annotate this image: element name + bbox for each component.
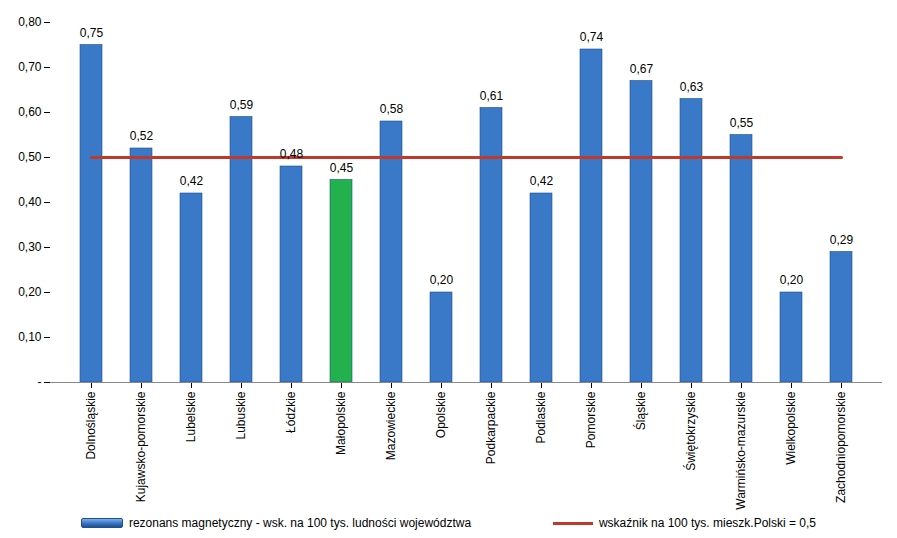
svg-text:0,30: 0,30 [18, 240, 42, 254]
html-text:wskaźnik na 100 tys. mieszk.Po: wskaźnik na 100 tys. mieszk.Polski = 0,5 [599, 516, 816, 530]
svg-text:0,52: 0,52 [130, 129, 154, 143]
svg-text:0,29: 0,29 [830, 233, 854, 247]
svg-text:0,70: 0,70 [18, 60, 42, 74]
svg-text:0,63: 0,63 [680, 80, 704, 94]
svg-text:Lubuskie: Lubuskie [234, 391, 248, 439]
svg-text:Lubelskie: Lubelskie [184, 391, 198, 442]
svg-text:0,20: 0,20 [18, 285, 42, 299]
svg-text:0,75: 0,75 [80, 26, 104, 40]
svg-text:Opolskie: Opolskie [434, 391, 448, 438]
svg-text:0,45: 0,45 [330, 161, 354, 175]
svg-text:Małopolskie: Małopolskie [334, 391, 348, 455]
svg-text:0,59: 0,59 [230, 98, 254, 112]
svg-text:0,42: 0,42 [180, 174, 204, 188]
svg-text:Świętokrzyskie: Świętokrzyskie [683, 391, 698, 471]
svg-text:Łódzkie: Łódzkie [284, 391, 298, 433]
svg-text:0,20: 0,20 [780, 273, 804, 287]
svg-text:Pomorskie: Pomorskie [584, 391, 598, 448]
svg-text:0,58: 0,58 [380, 102, 404, 116]
svg-text:0,67: 0,67 [630, 62, 654, 76]
svg-text:0,74: 0,74 [580, 30, 604, 44]
svg-text:0,60: 0,60 [18, 105, 42, 119]
svg-text:Kujawsko-pomorskie: Kujawsko-pomorskie [134, 391, 148, 502]
svg-text:Zachodniopomorskie: Zachodniopomorskie [834, 391, 848, 503]
svg-text:Warmińsko-mazurskie: Warmińsko-mazurskie [734, 391, 748, 510]
svg-text:Śląskie: Śląskie [633, 391, 648, 430]
svg-text:Mazowieckie: Mazowieckie [384, 391, 398, 460]
svg-text:0,48: 0,48 [280, 147, 304, 161]
svg-text:0,61: 0,61 [480, 89, 504, 103]
svg-text:0,50: 0,50 [18, 150, 42, 164]
svg-text:0,10: 0,10 [18, 330, 42, 344]
svg-text:Wielkopolskie: Wielkopolskie [784, 391, 798, 465]
svg-text:0,80: 0,80 [18, 15, 42, 29]
svg-text:0,20: 0,20 [430, 273, 454, 287]
svg-text:-: - [38, 375, 42, 389]
svg-text:Podlaskie: Podlaskie [534, 391, 548, 443]
svg-text:0,40: 0,40 [18, 195, 42, 209]
svg-text:Dolnośląskie: Dolnośląskie [84, 391, 98, 459]
html-text:rezonans magnetyczny - wsk. na: rezonans magnetyczny - wsk. na 100 tys. … [128, 516, 472, 530]
svg-text:0,42: 0,42 [530, 174, 554, 188]
svg-text:0,55: 0,55 [730, 116, 754, 130]
svg-text:Podkarpackie: Podkarpackie [484, 391, 498, 464]
